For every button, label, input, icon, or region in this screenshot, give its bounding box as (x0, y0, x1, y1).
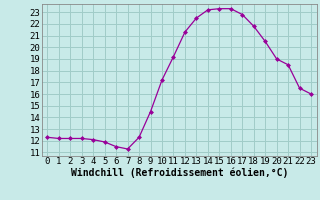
X-axis label: Windchill (Refroidissement éolien,°C): Windchill (Refroidissement éolien,°C) (70, 168, 288, 178)
